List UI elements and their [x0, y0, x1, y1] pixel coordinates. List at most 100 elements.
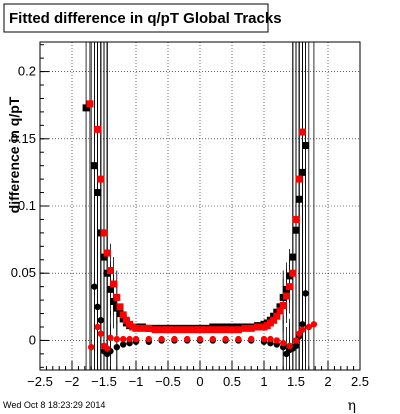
data-point-circle: [222, 335, 229, 343]
data-point-circle: [302, 290, 309, 297]
error-bar-layer: [85, 42, 315, 370]
chart-title: Fitted difference in q/pT Global Tracks: [9, 10, 282, 27]
grid-layer: [40, 42, 360, 370]
data-point-circle: [280, 339, 287, 347]
data-point-circle: [273, 337, 280, 344]
data-point-circle: [97, 330, 105, 337]
data-point-square: [164, 326, 172, 334]
data-point-circle: [184, 335, 191, 343]
data-point-square: [116, 303, 124, 311]
data-point-circle: [305, 323, 312, 331]
data-point-circle: [91, 283, 98, 290]
data-point-circle: [132, 335, 140, 343]
data-point-square: [276, 307, 284, 315]
data-point-square: [100, 229, 108, 237]
data-point-square: [302, 142, 310, 150]
data-point-square: [82, 104, 90, 112]
data-point-square: [170, 326, 178, 334]
data-point-circle: [113, 335, 121, 343]
data-point-square: [145, 324, 153, 332]
x-tick-label: 2: [324, 374, 331, 389]
data-point-square: [190, 326, 198, 334]
x-tick-label: −1.5: [91, 374, 117, 389]
data-point-square: [295, 175, 303, 183]
y-tick-label: 0.05: [11, 265, 36, 280]
data-point-square: [132, 324, 140, 332]
data-point-circle: [310, 321, 318, 328]
x-tick-label: −1: [129, 374, 144, 389]
data-point-square: [286, 283, 294, 291]
data-point-circle: [126, 335, 133, 343]
data-point-square: [196, 326, 204, 334]
data-point-circle: [104, 345, 111, 352]
data-point-circle: [292, 337, 300, 344]
data-point-square: [90, 162, 98, 170]
data-point-square: [110, 280, 118, 288]
data-point-square: [273, 312, 281, 320]
data-point-square: [209, 326, 217, 334]
data-point-circle: [107, 334, 114, 341]
data-point-square: [292, 215, 300, 223]
data-point-square: [289, 253, 297, 261]
x-axis-label: η: [348, 398, 356, 414]
data-point-circle: [260, 335, 268, 343]
data-point-square: [215, 326, 223, 334]
data-point-square: [151, 326, 159, 334]
data-point-circle: [97, 317, 105, 324]
data-point-square: [270, 316, 278, 324]
data-point-square: [94, 125, 102, 133]
data-point-square: [279, 301, 287, 309]
data-point-square: [247, 324, 255, 332]
x-tick-label: 2.5: [351, 374, 369, 389]
data-point-square: [183, 326, 191, 334]
data-point-square: [103, 249, 111, 257]
y-tick-label: 0.1: [18, 198, 36, 213]
data-point-square: [100, 253, 108, 261]
x-tick-label: 1.5: [287, 374, 305, 389]
y-tick-label: 0.15: [11, 131, 36, 146]
data-point-circle: [113, 343, 121, 351]
data-point-square: [254, 323, 262, 331]
data-point-circle: [145, 335, 152, 343]
data-point-circle: [292, 342, 300, 350]
x-tick-label: 0.5: [223, 374, 241, 389]
data-point-circle: [299, 326, 306, 333]
data-point-square: [158, 326, 166, 334]
y-axis-label: difference in q/pT: [6, 96, 22, 213]
title-box: [3, 3, 269, 33]
data-point-circle: [94, 323, 101, 331]
data-point-square: [241, 324, 249, 332]
x-tick-label: −2.5: [27, 374, 53, 389]
x-tick-label: 0: [196, 374, 203, 389]
data-point-circle: [94, 303, 101, 311]
data-point-square: [106, 267, 114, 275]
timestamp-footer: Wed Oct 8 18:23:29 2014: [3, 400, 105, 410]
data-point-circle: [88, 343, 95, 351]
y-tick-label: 0.2: [18, 64, 36, 79]
data-point-square: [106, 285, 114, 293]
data-point-square: [110, 297, 118, 305]
marker-layer: [82, 100, 318, 358]
data-point-square: [122, 316, 130, 324]
data-point-circle: [120, 335, 127, 343]
data-point-square: [292, 226, 300, 234]
data-point-circle: [248, 335, 255, 343]
data-point-circle: [171, 335, 178, 343]
data-point-square: [113, 293, 121, 301]
data-point-square: [94, 189, 102, 197]
data-point-circle: [299, 321, 306, 328]
data-point-square: [298, 168, 306, 176]
data-point-square: [228, 326, 236, 334]
data-point-circle: [267, 335, 274, 343]
data-point-square: [222, 326, 230, 334]
data-point-square: [138, 324, 146, 332]
data-point-square: [282, 292, 290, 300]
data-point-circle: [158, 335, 165, 343]
data-point-square: [298, 128, 306, 136]
x-tick-label: 1: [260, 374, 267, 389]
data-point-square: [289, 269, 297, 277]
x-tick-label: −0.5: [155, 374, 181, 389]
data-point-circle: [286, 342, 293, 350]
